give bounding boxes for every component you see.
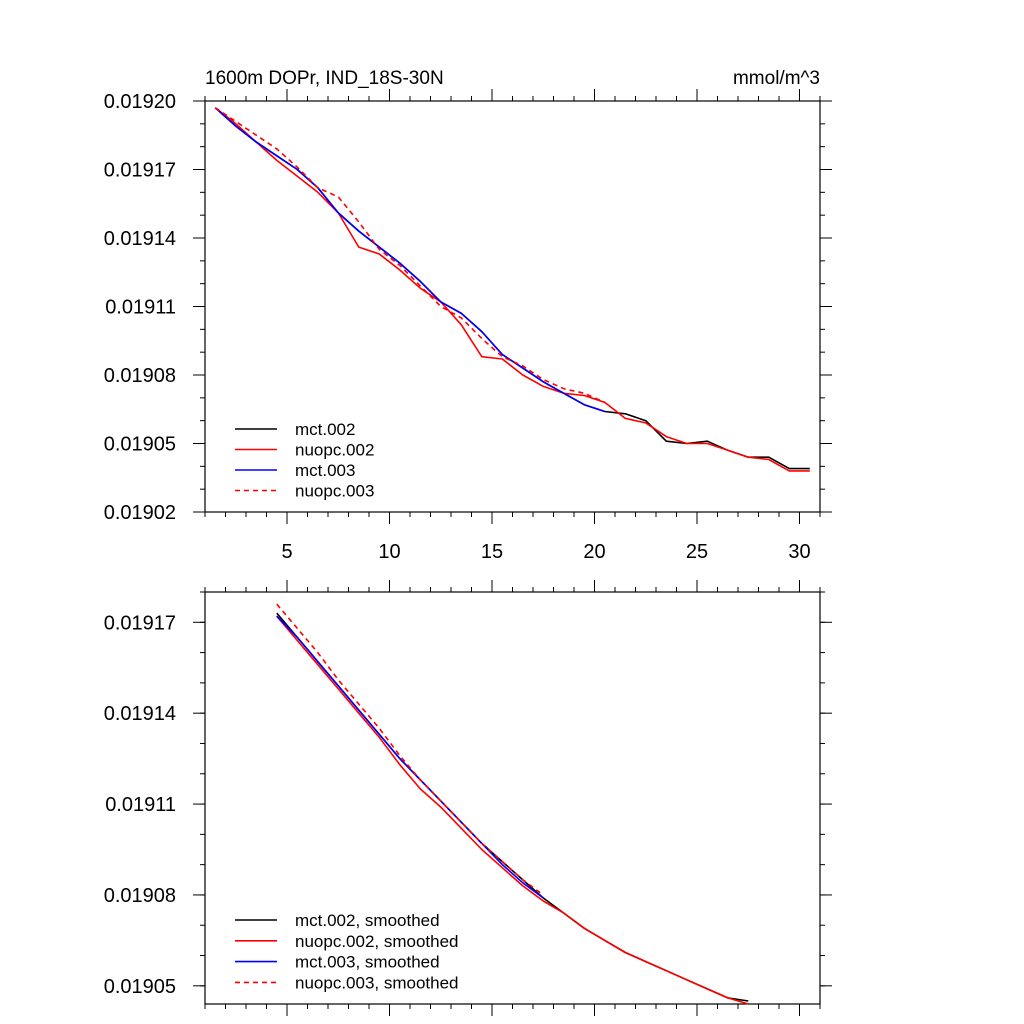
units-label: mmol/m^3	[733, 68, 820, 89]
chart-panel-2: 0.01905 0.01908 0.01911 0.01914 0.01917 mct.0…	[104, 580, 832, 1016]
series-line-nuopc-003-smoothed	[276, 603, 544, 896]
chart-title: 1600m DOPr, IND_18S-30N	[205, 68, 444, 89]
x-tick-label: 25	[686, 541, 708, 563]
y-tick-label: 0.01911	[105, 794, 176, 816]
series-line-mct-003	[214, 107, 606, 413]
legend-label: nuopc.003	[295, 482, 374, 501]
x-tick-label: 10	[378, 541, 400, 563]
y-tick-label: 0.01920	[104, 91, 176, 113]
x-tick-label: 30	[788, 541, 810, 563]
x-tick-label: 15	[481, 541, 503, 563]
series-line-nuopc-003	[214, 107, 606, 404]
x-tick-label: 20	[583, 541, 605, 563]
y-tick-label: 0.01908	[104, 365, 176, 387]
y-tick-label: 0.01914	[104, 228, 176, 250]
y-tick-label: 0.01905	[104, 976, 176, 998]
series-line-mct-003-smoothed	[276, 615, 544, 899]
legend-label: mct.002, smoothed	[295, 911, 440, 930]
y-tick-label: 0.01914	[104, 703, 176, 725]
legend-label: nuopc.002, smoothed	[295, 932, 459, 951]
series-line-nuopc-002	[214, 107, 810, 472]
legend-label: mct.003	[295, 461, 355, 480]
y-tick-label: 0.01917	[104, 160, 176, 182]
legend-label: mct.002	[295, 420, 355, 439]
y-tick-label: 0.01902	[104, 502, 176, 524]
y-tick-label: 0.01905	[104, 434, 176, 456]
chart-panel-1: 5 10 15 20 25 30 0.01902 0.01905 0.01908 0.01911 0…	[104, 68, 832, 563]
y-tick-label: 0.01917	[104, 612, 176, 634]
x-tick-label: 5	[281, 541, 292, 563]
legend-label: mct.003, smoothed	[295, 953, 440, 972]
legend-label: nuopc.002	[295, 441, 374, 460]
y-tick-label: 0.01911	[105, 297, 176, 319]
series-line-nuopc-002-smoothed	[276, 615, 749, 1005]
legend-label: nuopc.003, smoothed	[295, 973, 459, 992]
y-tick-label: 0.01908	[104, 885, 176, 907]
series-line-mct-002	[214, 107, 810, 470]
